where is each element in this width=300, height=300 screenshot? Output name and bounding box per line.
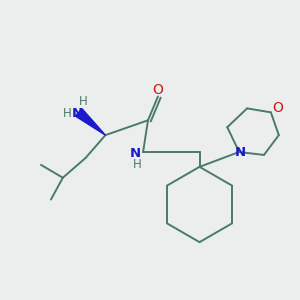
Text: N: N — [235, 146, 246, 160]
Text: H: H — [79, 95, 88, 108]
Text: N: N — [130, 148, 141, 160]
Text: H: H — [133, 158, 142, 171]
Text: H: H — [62, 107, 71, 120]
Polygon shape — [76, 109, 105, 135]
Text: O: O — [272, 101, 283, 116]
Text: O: O — [152, 82, 164, 97]
Text: N: N — [72, 107, 83, 120]
